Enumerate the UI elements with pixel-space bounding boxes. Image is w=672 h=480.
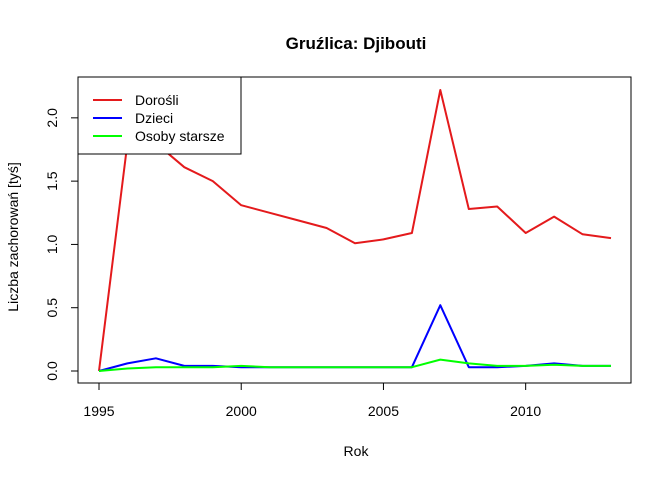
y-tick-label: 0.5 — [44, 298, 60, 318]
y-axis-label: Liczba zachorowań [tyś] — [5, 162, 21, 311]
series-line-0 — [98, 89, 612, 372]
legend-label-2: Osoby starsze — [135, 128, 225, 144]
y-tick-label: 1.0 — [44, 234, 60, 254]
y-tick-label: 2.0 — [44, 108, 60, 128]
x-tick-label: 2010 — [510, 403, 541, 419]
series-line-2 — [98, 358, 611, 372]
y-tick-label: 1.5 — [44, 171, 60, 191]
series-line-1 — [98, 304, 611, 372]
y-tick-label: 0.0 — [44, 361, 60, 381]
y-axis: 0.0 0.5 1.0 1.5 2.0 — [44, 108, 79, 381]
x-axis-label: Rok — [344, 443, 370, 459]
legend: Dorośli Dzieci Osoby starsze — [77, 76, 242, 155]
chart-title: Gruźlica: Djibouti — [286, 34, 427, 53]
legend-box — [77, 76, 242, 155]
x-axis: 1995 2000 2005 2010 — [83, 382, 541, 419]
plot-lines — [98, 89, 612, 372]
legend-label-0: Dorośli — [135, 92, 179, 108]
x-tick-label: 2005 — [368, 403, 399, 419]
x-tick-label: 1995 — [83, 403, 114, 419]
legend-label-1: Dzieci — [135, 110, 173, 126]
x-tick-label: 2000 — [226, 403, 257, 419]
